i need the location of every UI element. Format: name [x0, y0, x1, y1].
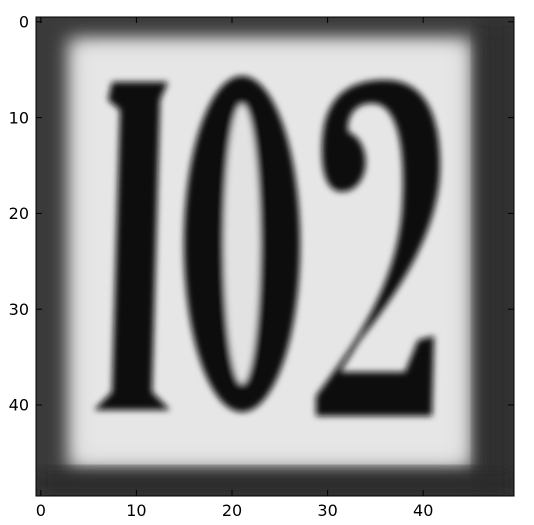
x-tick-label: 40	[413, 501, 433, 520]
y-tick-label: 0	[19, 13, 29, 32]
y-tick-label: 40	[9, 396, 29, 415]
digit-two-shape	[316, 80, 440, 416]
y-tick-label: 10	[9, 108, 29, 127]
y-axis: 0 10 20 30 40	[9, 13, 514, 415]
digit-one-shape	[94, 82, 170, 410]
x-tick-label: 30	[317, 501, 337, 520]
digits-102	[94, 76, 440, 416]
x-tick-label: 20	[222, 501, 242, 520]
x-axis: 0 10 20 30 40	[36, 17, 433, 520]
x-tick-label: 0	[36, 501, 46, 520]
grayscale-image	[36, 17, 514, 496]
x-tick-label: 10	[126, 501, 146, 520]
axes-frame	[35, 16, 515, 497]
digit-zero-inner	[224, 104, 260, 384]
y-tick-label: 30	[9, 300, 29, 319]
y-tick-label: 20	[9, 204, 29, 223]
